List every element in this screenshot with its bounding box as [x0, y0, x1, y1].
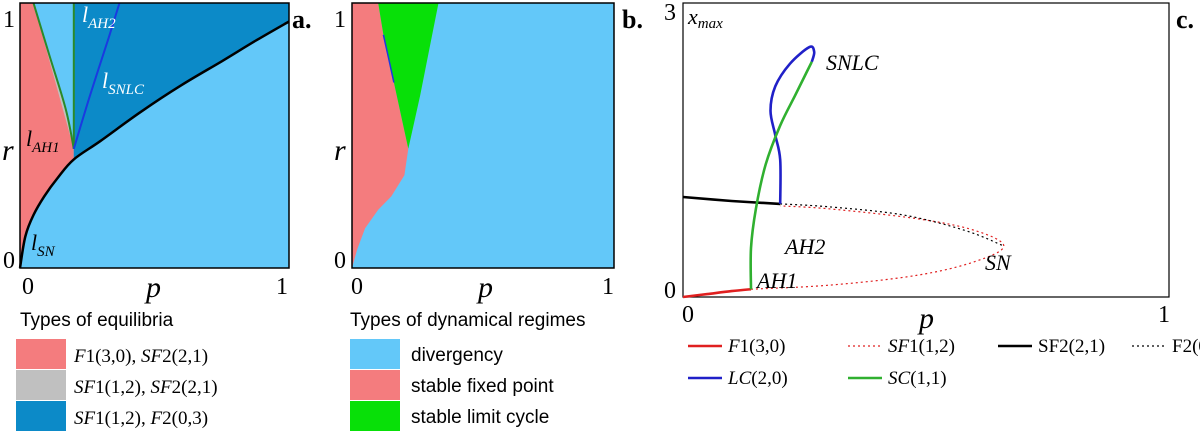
plot-frame-b — [351, 2, 615, 269]
legend-item-b-0: divergency — [350, 339, 503, 369]
legend-swatch-b-2 — [350, 401, 400, 431]
x-tick-right-a: 1 — [276, 274, 288, 300]
label-l-ah2: lAH2 — [82, 2, 116, 32]
curve-l-sn — [18, 20, 290, 269]
legend-swatch-a-0 — [16, 339, 66, 369]
plot-frame-c — [682, 2, 1170, 298]
x-axis-label-c: p — [917, 302, 934, 335]
x-axis-label-a: p — [144, 271, 161, 304]
curve-l-ah1 — [32, 2, 75, 149]
legend-swatch-b-1 — [350, 370, 400, 400]
legend-label-a-0: F1(3,0), SF2(2,1) — [73, 346, 208, 367]
annotation-snlc: SNLC — [826, 50, 879, 75]
legend-label-lc: LC(2,0) — [727, 368, 788, 389]
legend-label-b-2: stable limit cycle — [411, 407, 549, 428]
y-axis-label-a: r — [2, 134, 14, 167]
y-axis-label-b: r — [334, 134, 346, 167]
legend-swatch-b-0 — [350, 339, 400, 369]
region-stable-fixed-point — [352, 3, 409, 268]
region-f1-sf2 — [20, 3, 74, 268]
legend-swatch-a-2 — [16, 401, 66, 431]
y-tick-bottom-b: 0 — [334, 248, 346, 274]
y-tick-top-c: 3 — [664, 0, 676, 26]
legend-item-b-1: stable fixed point — [350, 370, 554, 400]
x-tick-right-c: 1 — [1158, 302, 1170, 328]
region-stable-limit-cycle — [378, 3, 439, 149]
legend-title-b: Types of dynamical regimes — [350, 310, 586, 331]
label-l-sn: lSN — [31, 230, 56, 260]
panel-label-b: b. — [622, 5, 643, 34]
legend-item-a-2: SF1(1,2), F2(0,3) — [16, 401, 208, 431]
series-line-f1 — [682, 287, 752, 299]
y-axis-label-c: xmax — [687, 4, 723, 32]
series-group-c — [682, 45, 1005, 299]
annotation-ah2: AH2 — [783, 234, 825, 259]
series-line-sf1 — [750, 205, 1005, 290]
legend-label-b-0: divergency — [411, 345, 503, 366]
label-l-ah1: lAH1 — [26, 126, 60, 156]
y-tick-top-b: 1 — [334, 7, 346, 33]
legend-item-b-2: stable limit cycle — [350, 401, 549, 431]
curve-snlc-edge-b — [382, 34, 395, 83]
series-line-f2 — [780, 203, 1005, 247]
y-tick-bottom-a: 0 — [3, 248, 15, 274]
y-tick-bottom-c: 0 — [664, 278, 676, 304]
annotation-ah1: AH1 — [755, 268, 797, 293]
legend-label-a-1: SF1(1,2), SF2(2,1) — [74, 377, 218, 398]
panel-label-a: a. — [292, 5, 312, 34]
panel-a: 1 0 0 1 p r a. lSN lAH1 lAH2 lSNLC Types… — [2, 2, 312, 431]
legend-c: F1(3,0) SF1(1,2) SF2(2,1) F2(0,3) LC(2,0) SC(… — [688, 336, 1200, 389]
legend-label-a-2: SF1(1,2), F2(0,3) — [74, 408, 208, 429]
panel-label-c: c. — [1176, 5, 1194, 34]
legend-label-sc: SC(1,1) — [888, 368, 947, 389]
panel-c: b. 3 0 0 1 p xmax c. SNLC AH2 SN AH1 F1(… — [622, 0, 1200, 389]
series-line-sc — [749, 61, 813, 290]
series-line-lc — [769, 45, 816, 204]
series-line-sf2 — [682, 195, 781, 206]
x-tick-left-c: 0 — [682, 302, 694, 328]
x-tick-left-b: 0 — [351, 274, 363, 300]
label-l-snlc: lSNLC — [102, 68, 145, 98]
legend-label-f2: F2(0,3) — [1172, 336, 1200, 357]
legend-item-a-0: F1(3,0), SF2(2,1) — [16, 339, 208, 369]
y-tick-top-a: 1 — [3, 7, 15, 33]
x-axis-label-b: p — [476, 271, 493, 304]
legend-label-sf2: SF2(2,1) — [1038, 336, 1105, 357]
x-tick-right-b: 1 — [602, 274, 614, 300]
legend-title-a: Types of equilibria — [20, 310, 174, 331]
legend-item-a-1: SF1(1,2), SF2(2,1) — [16, 370, 218, 400]
legend-label-sf1: SF1(1,2) — [888, 336, 955, 357]
legend-label-f1: F1(3,0) — [727, 336, 786, 357]
plot-frame-a — [19, 2, 290, 269]
panel-b: 1 0 0 1 p r Types of dynamical regimes d… — [334, 2, 615, 431]
x-tick-left-a: 0 — [22, 274, 34, 300]
legend-swatch-a-1 — [16, 370, 66, 400]
curve-l-snlc — [72, 2, 121, 150]
legend-label-b-1: stable fixed point — [411, 376, 554, 397]
annotation-sn: SN — [985, 250, 1012, 275]
